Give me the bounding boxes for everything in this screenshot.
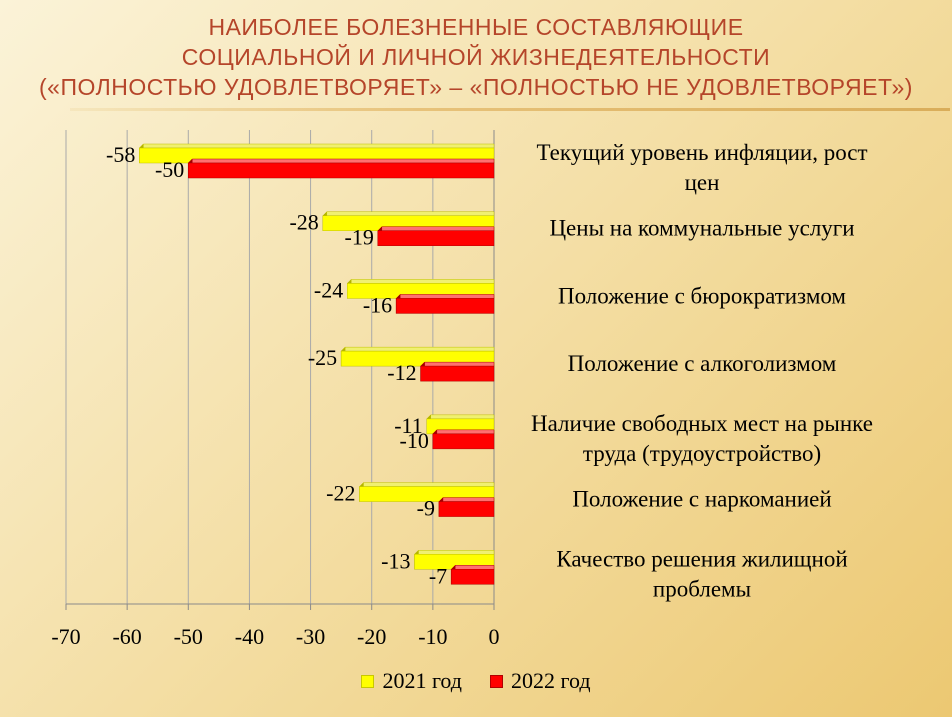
data-label: -11 — [394, 413, 423, 438]
bar — [450, 569, 495, 585]
bar-top-face — [138, 143, 495, 149]
x-tick-label: -10 — [418, 624, 447, 649]
bar-top-face — [420, 361, 495, 367]
data-label: -7 — [429, 563, 447, 588]
chart-title: НАИБОЛЕЕ БОЛЕЗНЕННЫЕ СОСТАВЛЯЮЩИЕ СОЦИАЛ… — [0, 12, 952, 102]
bar-top-face — [426, 414, 495, 420]
x-tick-label: -30 — [296, 624, 325, 649]
bar-top-face — [358, 482, 495, 487]
x-tick-label: -40 — [235, 624, 264, 649]
title-line-3: («ПОЛНОСТЬЮ УДОВЛЕТВОРЯЕТ» – «ПОЛНОСТЬЮ … — [39, 74, 913, 100]
bar — [438, 501, 495, 517]
data-label: -50 — [155, 157, 184, 182]
x-tick-label: 0 — [489, 624, 500, 649]
x-tick-label: -50 — [174, 624, 203, 649]
data-label: -28 — [289, 210, 318, 235]
legend-item-2022: 2022 год — [490, 668, 591, 694]
data-label: -9 — [417, 496, 435, 521]
data-label: -13 — [381, 548, 410, 573]
category-label: проблемы — [653, 576, 751, 601]
x-tick-label: -20 — [357, 624, 386, 649]
data-label: -10 — [400, 428, 429, 453]
bar-top-face — [346, 279, 495, 284]
data-label: -19 — [345, 225, 374, 250]
bar-top-face — [432, 429, 495, 435]
bar-top-face — [340, 346, 495, 352]
legend-swatch-2021 — [361, 674, 375, 688]
bar-top-face — [187, 158, 495, 164]
bar — [188, 162, 495, 179]
legend: 2021 год 2022 год — [0, 668, 952, 694]
category-label: Наличие свободных мест на рынке — [531, 411, 873, 436]
bar — [377, 230, 495, 246]
legend-swatch-2022 — [490, 674, 503, 688]
category-label: Текущий уровень инфляции, рост — [536, 140, 867, 165]
bar — [432, 433, 495, 450]
x-tick-label: -70 — [51, 624, 80, 649]
title-line-2: СОЦИАЛЬНОЙ И ЛИЧНОЙ ЖИЗНЕДЕЯТЕЛЬНОСТИ — [181, 44, 771, 70]
bar-top-face — [395, 294, 495, 299]
data-label: -16 — [363, 292, 392, 317]
legend-item-2021: 2021 год — [361, 668, 462, 694]
data-label: -12 — [387, 360, 416, 385]
category-label: цен — [685, 170, 720, 195]
category-label: труда (трудоустройство) — [583, 441, 821, 466]
x-tick-label: -60 — [112, 624, 141, 649]
bar-top-face — [377, 226, 495, 231]
bar-top-face — [322, 211, 495, 216]
data-label: -25 — [308, 345, 337, 370]
category-label: Качество решения жилищной — [556, 546, 847, 571]
bar-top-face — [413, 550, 495, 555]
category-label: Положение с наркоманией — [572, 487, 831, 512]
category-label: Положение с алкоголизмом — [568, 351, 837, 376]
data-label: -22 — [326, 481, 355, 506]
bar-top-face — [450, 565, 495, 570]
category-label: Положение с бюрократизмом — [558, 283, 846, 308]
data-label: -58 — [106, 142, 135, 167]
data-label: -24 — [314, 277, 343, 302]
category-label: Цены на коммунальные услуги — [549, 216, 854, 241]
title-line-1: НАИБОЛЕЕ БОЛЕЗНЕННЫЕ СОСТАВЛЯЮЩИЕ — [208, 14, 744, 40]
title-underline — [70, 108, 950, 111]
bar — [420, 365, 495, 382]
legend-label-2021: 2021 год — [382, 668, 462, 693]
legend-label-2022: 2022 год — [511, 668, 591, 693]
bar-top-face — [438, 497, 495, 502]
bar — [395, 298, 495, 314]
